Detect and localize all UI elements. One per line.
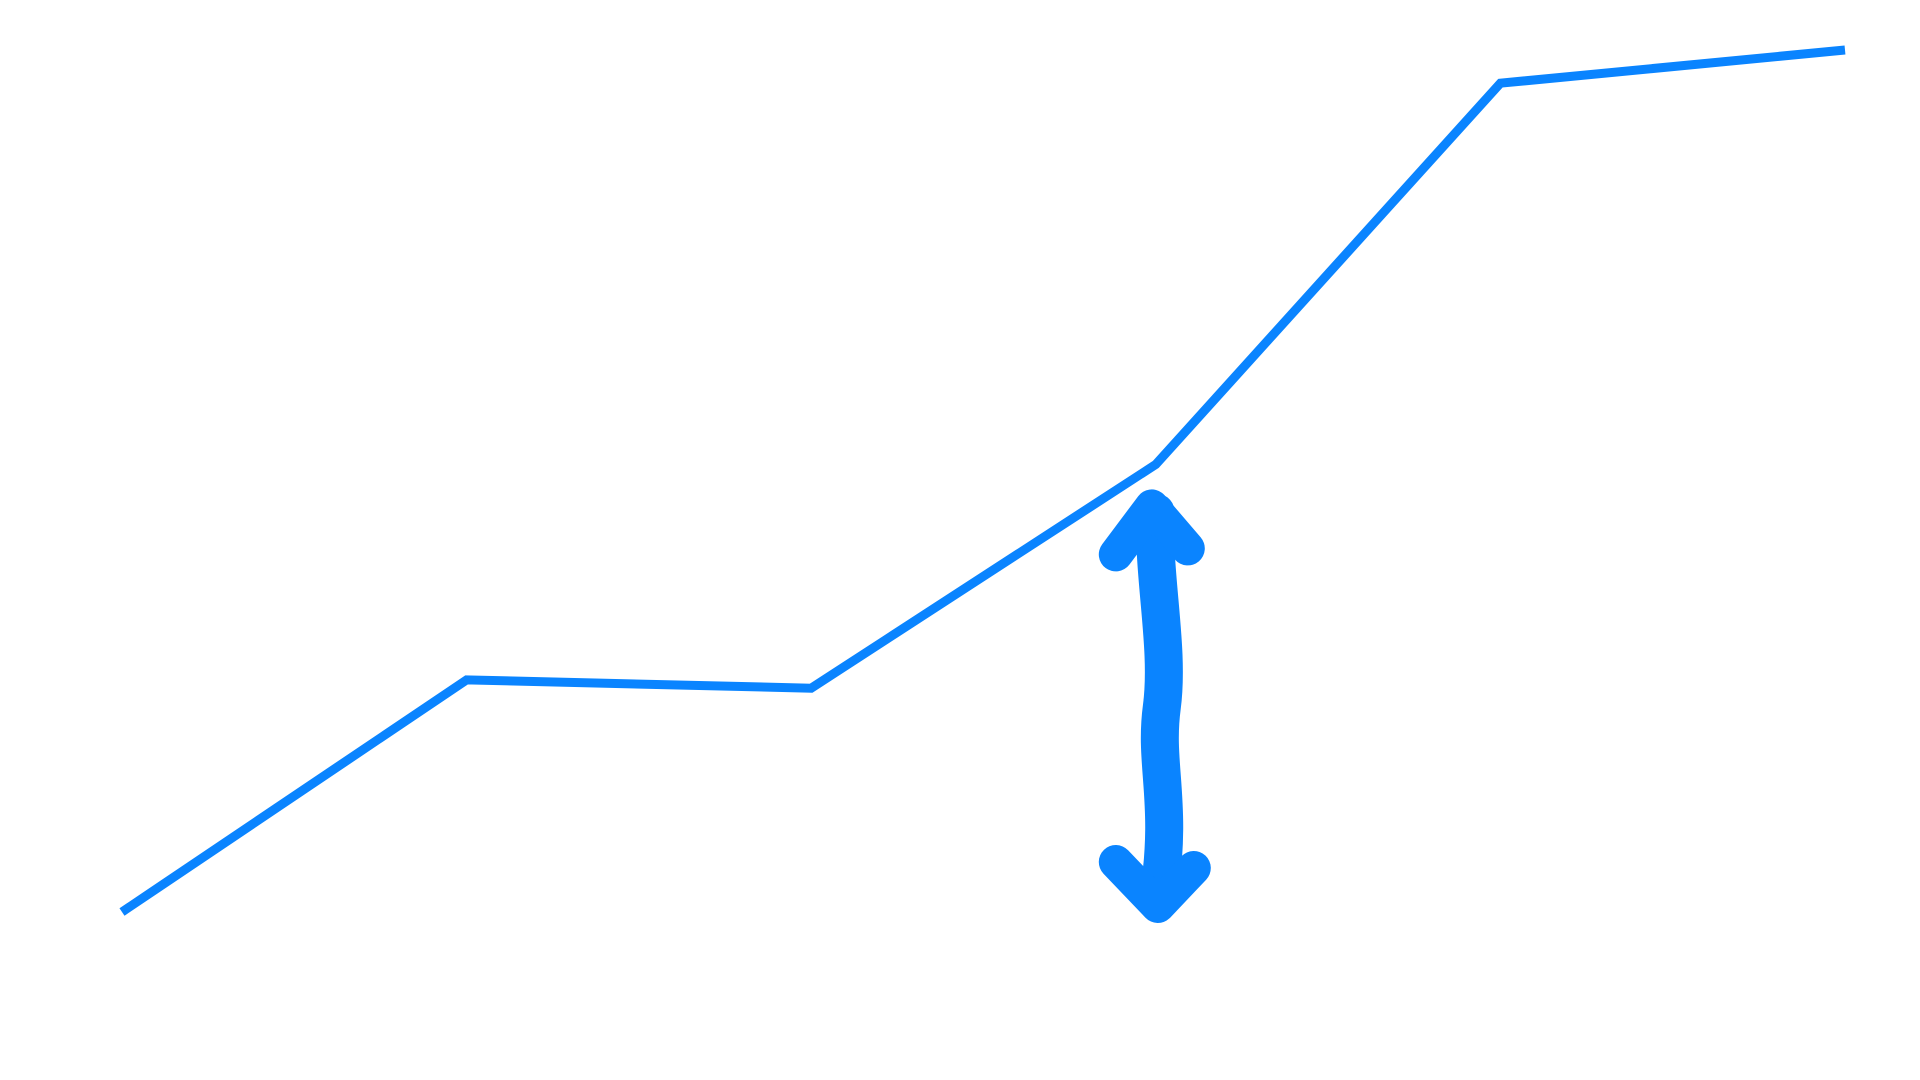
arrow-shaft xyxy=(1136,493,1184,921)
double-arrow-annotation xyxy=(1098,489,1211,923)
arrow-head-down-icon xyxy=(1098,845,1211,923)
series-line-0 xyxy=(119,45,1846,916)
arrow-head-up-icon xyxy=(1098,489,1205,572)
chart-marks xyxy=(119,45,1846,923)
